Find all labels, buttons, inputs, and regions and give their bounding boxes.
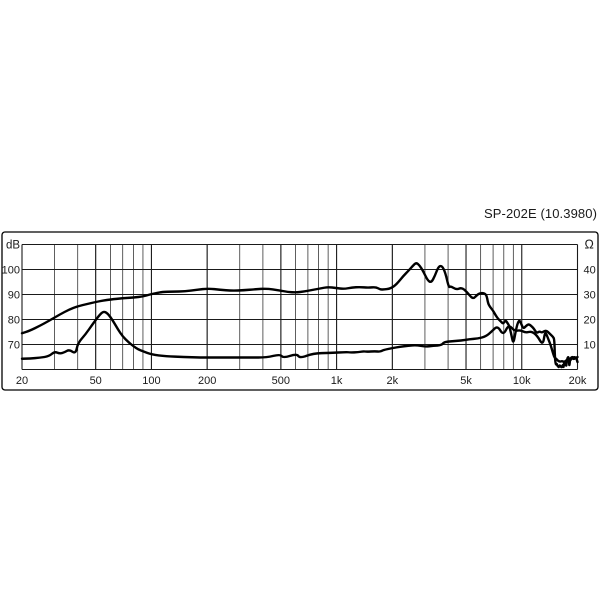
svg-text:100: 100 <box>142 375 160 387</box>
svg-text:1k: 1k <box>331 375 343 387</box>
svg-text:50: 50 <box>90 375 102 387</box>
svg-text:500: 500 <box>272 375 290 387</box>
svg-text:70: 70 <box>8 340 20 352</box>
svg-text:20: 20 <box>584 315 596 327</box>
svg-text:Ω: Ω <box>585 238 594 252</box>
svg-text:90: 90 <box>8 290 20 302</box>
svg-text:10k: 10k <box>513 375 531 387</box>
svg-text:5k: 5k <box>460 375 472 387</box>
svg-text:200: 200 <box>198 375 216 387</box>
svg-text:40: 40 <box>584 265 596 277</box>
svg-text:100: 100 <box>2 265 20 277</box>
svg-text:20k: 20k <box>569 375 587 387</box>
svg-text:80: 80 <box>8 315 20 327</box>
svg-text:2k: 2k <box>387 375 399 387</box>
svg-text:dB: dB <box>6 240 20 252</box>
svg-text:10: 10 <box>584 340 596 352</box>
svg-text:20: 20 <box>16 375 28 387</box>
svg-text:30: 30 <box>584 290 596 302</box>
